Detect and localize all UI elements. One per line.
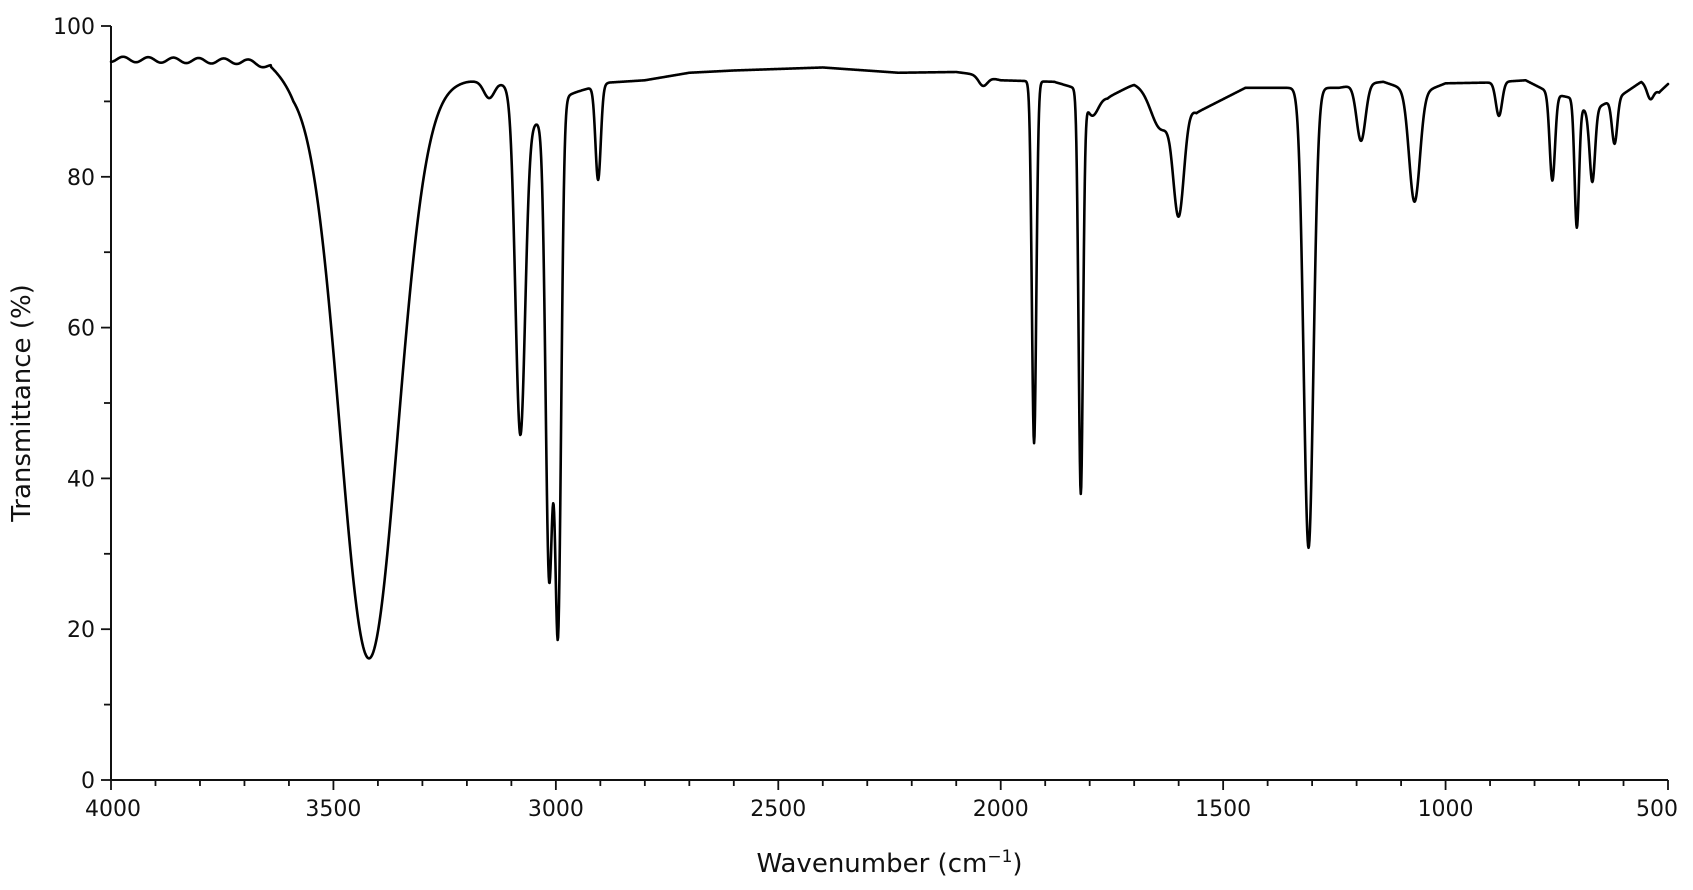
x-tick-label: 2500 xyxy=(750,797,806,822)
x-tick-label: 2000 xyxy=(973,797,1029,822)
x-tick-label: 1000 xyxy=(1418,797,1474,822)
x-tick-label: 3500 xyxy=(305,797,361,822)
y-tick-label: 80 xyxy=(67,166,95,191)
x-tick-label: 1500 xyxy=(1195,797,1251,822)
x-axis-title: Wavenumber (cm−1) xyxy=(756,847,1022,879)
x-axis-ticks: 4000 3500 3000 2500 2000 1500 1000 500 xyxy=(85,780,1678,822)
y-tick-label: 20 xyxy=(67,618,95,643)
x-axis-title-close: ) xyxy=(1012,849,1022,879)
x-axis-title-main: Wavenumber (cm xyxy=(756,849,987,879)
spectrum-line xyxy=(109,55,1670,660)
x-tick-label: 500 xyxy=(1636,797,1678,822)
y-axis-ticks: 0 20 40 60 80 100 xyxy=(53,15,111,794)
x-tick-label: 3000 xyxy=(528,797,584,822)
y-axis-title: Transmittance (%) xyxy=(7,284,37,523)
y-tick-label: 100 xyxy=(53,15,95,40)
x-tick-label: 4000 xyxy=(85,797,141,822)
y-tick-label: 40 xyxy=(67,467,95,492)
x-axis-title-superscript: −1 xyxy=(987,847,1012,867)
y-tick-label: 0 xyxy=(81,769,95,794)
y-tick-label: 60 xyxy=(67,317,95,342)
